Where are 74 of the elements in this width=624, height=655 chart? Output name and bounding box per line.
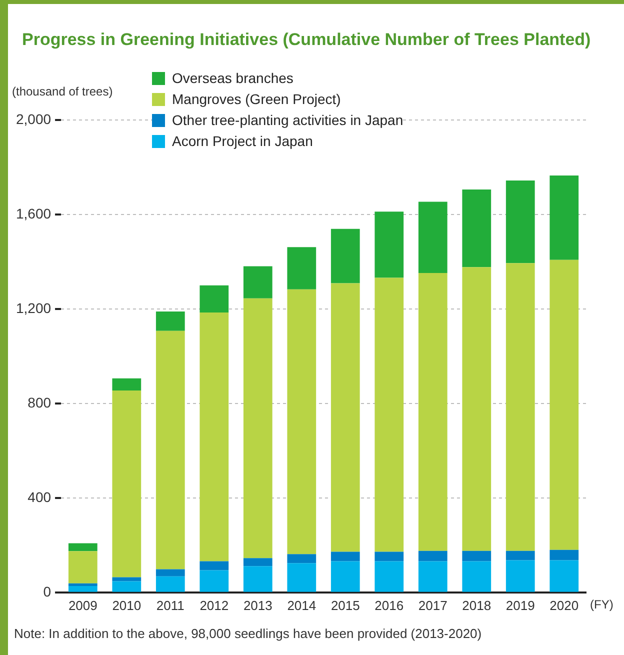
bar [374, 552, 404, 562]
bar [243, 266, 272, 298]
bar [418, 273, 448, 551]
bar [374, 561, 404, 592]
bar [506, 560, 535, 592]
bar [112, 581, 142, 592]
bar [374, 212, 404, 278]
bar [418, 561, 448, 592]
y-tick-label: 1,200 [16, 300, 52, 316]
bar [418, 202, 448, 274]
y-tick-label: 2,000 [16, 110, 52, 127]
x-tick-label: 2019 [506, 598, 535, 613]
y-tick-label: 0 [43, 583, 52, 600]
bar [330, 228, 360, 284]
bar [156, 576, 185, 592]
bar [112, 577, 142, 582]
bar [330, 561, 360, 592]
bar [200, 561, 229, 570]
bar [243, 566, 272, 592]
bar [156, 330, 185, 570]
bar [330, 283, 360, 552]
x-axis-title: (FY) [590, 598, 614, 612]
bar [112, 390, 142, 578]
bar [462, 189, 492, 268]
bar [68, 543, 98, 552]
bar [243, 298, 272, 558]
bar [550, 560, 579, 592]
x-tick-label: 2011 [156, 598, 184, 613]
x-tick-label: 2017 [418, 598, 448, 613]
bar [418, 550, 448, 562]
y-axis-title: (thousand of trees) [12, 84, 113, 98]
bar [156, 569, 185, 576]
legend-label: Overseas branches [172, 69, 294, 88]
bar [374, 278, 404, 552]
y-tick-label: 800 [28, 394, 52, 410]
legend-label: Mangroves (Green Project) [172, 90, 341, 109]
x-tick-label: 2010 [112, 598, 142, 613]
y-tick-label: 400 [28, 488, 52, 505]
bar [68, 551, 98, 584]
x-tick-label: 2015 [330, 598, 360, 613]
bar [506, 263, 535, 551]
bar [287, 289, 316, 554]
x-tick-label: 2009 [68, 598, 98, 613]
bar [550, 260, 579, 550]
bar [156, 312, 185, 331]
bar [200, 312, 229, 562]
bar [68, 583, 98, 586]
bar [287, 554, 316, 564]
text: Note: In addition to the above, 98,000 seedlings have been provided (2013-2020) [14, 626, 482, 641]
bar [506, 550, 535, 560]
bar [287, 563, 316, 592]
bar [200, 570, 229, 592]
x-tick-label: 2016 [374, 598, 404, 613]
bar [287, 247, 316, 290]
bar [243, 558, 272, 566]
bar [68, 586, 98, 592]
bar [462, 550, 492, 562]
bar [550, 176, 579, 260]
y-tick-label: 1,600 [16, 205, 52, 222]
x-tick-label: 2012 [200, 598, 229, 613]
legend-label: Other tree-planting activities in Japan [172, 111, 404, 130]
x-tick-label: 2020 [550, 598, 579, 613]
x-tick-label: 2018 [462, 598, 492, 613]
legend-label: Acorn Project in Japan [172, 132, 313, 151]
bar [462, 561, 492, 592]
x-tick-label: 2014 [287, 598, 316, 613]
bar [550, 550, 579, 560]
bar [506, 180, 535, 264]
bar [200, 285, 229, 313]
bar [462, 267, 492, 551]
bar [330, 552, 360, 562]
bar [112, 378, 142, 390]
x-tick-label: 2013 [243, 598, 272, 613]
chart-title: Progress in Greening Initiatives (Cumulative Number of Trees Planted) [22, 30, 591, 50]
